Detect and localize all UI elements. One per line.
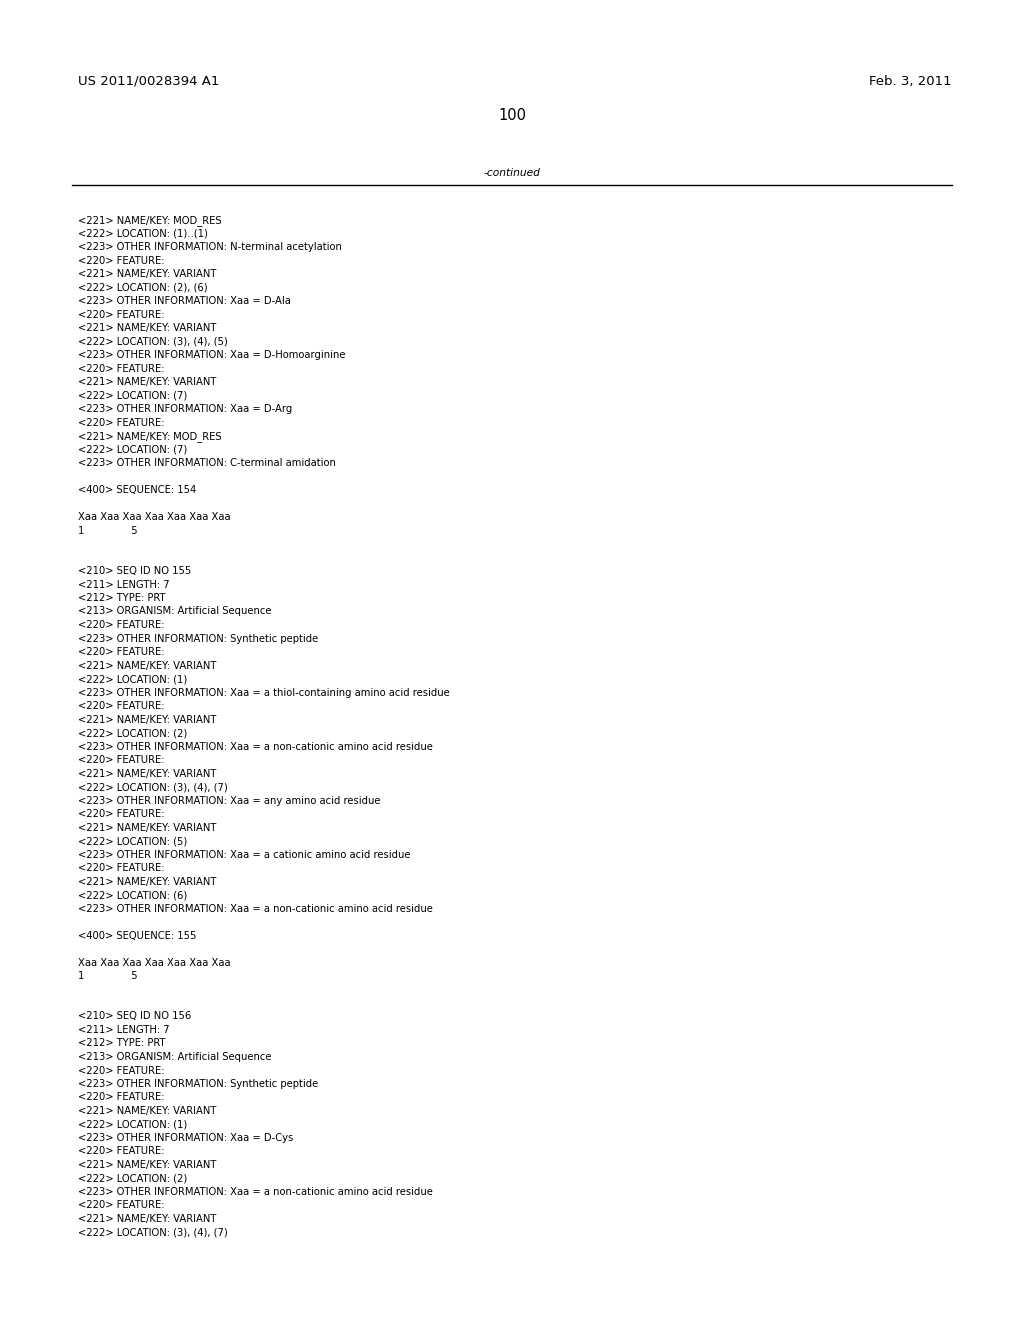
Text: <223> OTHER INFORMATION: Xaa = D-Arg: <223> OTHER INFORMATION: Xaa = D-Arg: [78, 404, 292, 414]
Text: <400> SEQUENCE: 155: <400> SEQUENCE: 155: [78, 931, 197, 940]
Text: <220> FEATURE:: <220> FEATURE:: [78, 809, 165, 818]
Text: <222> LOCATION: (7): <222> LOCATION: (7): [78, 445, 187, 454]
Text: <220> FEATURE:: <220> FEATURE:: [78, 620, 165, 630]
Text: <221> NAME/KEY: VARIANT: <221> NAME/KEY: VARIANT: [78, 714, 216, 725]
Text: <222> LOCATION: (5): <222> LOCATION: (5): [78, 836, 187, 846]
Text: <221> NAME/KEY: VARIANT: <221> NAME/KEY: VARIANT: [78, 1160, 216, 1170]
Text: <221> NAME/KEY: MOD_RES: <221> NAME/KEY: MOD_RES: [78, 215, 221, 226]
Text: <222> LOCATION: (1): <222> LOCATION: (1): [78, 675, 187, 684]
Text: <212> TYPE: PRT: <212> TYPE: PRT: [78, 1039, 166, 1048]
Text: <222> LOCATION: (6): <222> LOCATION: (6): [78, 890, 187, 900]
Text: <213> ORGANISM: Artificial Sequence: <213> ORGANISM: Artificial Sequence: [78, 606, 271, 616]
Text: <210> SEQ ID NO 155: <210> SEQ ID NO 155: [78, 566, 191, 576]
Text: <222> LOCATION: (3), (4), (5): <222> LOCATION: (3), (4), (5): [78, 337, 227, 346]
Text: <221> NAME/KEY: VARIANT: <221> NAME/KEY: VARIANT: [78, 768, 216, 779]
Text: <222> LOCATION: (2): <222> LOCATION: (2): [78, 1173, 187, 1184]
Text: <222> LOCATION: (7): <222> LOCATION: (7): [78, 391, 187, 400]
Text: <223> OTHER INFORMATION: Xaa = a non-cationic amino acid residue: <223> OTHER INFORMATION: Xaa = a non-cat…: [78, 742, 433, 751]
Text: <223> OTHER INFORMATION: N-terminal acetylation: <223> OTHER INFORMATION: N-terminal acet…: [78, 242, 342, 252]
Text: <221> NAME/KEY: MOD_RES: <221> NAME/KEY: MOD_RES: [78, 432, 221, 442]
Text: <223> OTHER INFORMATION: Xaa = a non-cationic amino acid residue: <223> OTHER INFORMATION: Xaa = a non-cat…: [78, 1187, 433, 1197]
Text: <222> LOCATION: (1)..(1): <222> LOCATION: (1)..(1): [78, 228, 208, 239]
Text: <220> FEATURE:: <220> FEATURE:: [78, 1093, 165, 1102]
Text: <212> TYPE: PRT: <212> TYPE: PRT: [78, 593, 166, 603]
Text: <223> OTHER INFORMATION: Xaa = a thiol-containing amino acid residue: <223> OTHER INFORMATION: Xaa = a thiol-c…: [78, 688, 450, 697]
Text: <223> OTHER INFORMATION: Synthetic peptide: <223> OTHER INFORMATION: Synthetic pepti…: [78, 634, 318, 644]
Text: 1               5: 1 5: [78, 972, 137, 981]
Text: <223> OTHER INFORMATION: Xaa = D-Cys: <223> OTHER INFORMATION: Xaa = D-Cys: [78, 1133, 293, 1143]
Text: 1               5: 1 5: [78, 525, 137, 536]
Text: Xaa Xaa Xaa Xaa Xaa Xaa Xaa: Xaa Xaa Xaa Xaa Xaa Xaa Xaa: [78, 512, 230, 521]
Text: <400> SEQUENCE: 154: <400> SEQUENCE: 154: [78, 484, 197, 495]
Text: <220> FEATURE:: <220> FEATURE:: [78, 363, 165, 374]
Text: <210> SEQ ID NO 156: <210> SEQ ID NO 156: [78, 1011, 191, 1022]
Text: <223> OTHER INFORMATION: Xaa = D-Ala: <223> OTHER INFORMATION: Xaa = D-Ala: [78, 296, 291, 306]
Text: <222> LOCATION: (3), (4), (7): <222> LOCATION: (3), (4), (7): [78, 781, 227, 792]
Text: <223> OTHER INFORMATION: Xaa = a non-cationic amino acid residue: <223> OTHER INFORMATION: Xaa = a non-cat…: [78, 903, 433, 913]
Text: <211> LENGTH: 7: <211> LENGTH: 7: [78, 1026, 170, 1035]
Text: <220> FEATURE:: <220> FEATURE:: [78, 1147, 165, 1156]
Text: <223> OTHER INFORMATION: C-terminal amidation: <223> OTHER INFORMATION: C-terminal amid…: [78, 458, 336, 469]
Text: <220> FEATURE:: <220> FEATURE:: [78, 863, 165, 873]
Text: -continued: -continued: [483, 168, 541, 178]
Text: <220> FEATURE:: <220> FEATURE:: [78, 755, 165, 766]
Text: <221> NAME/KEY: VARIANT: <221> NAME/KEY: VARIANT: [78, 323, 216, 333]
Text: <220> FEATURE:: <220> FEATURE:: [78, 1065, 165, 1076]
Text: <222> LOCATION: (1): <222> LOCATION: (1): [78, 1119, 187, 1130]
Text: <223> OTHER INFORMATION: Xaa = a cationic amino acid residue: <223> OTHER INFORMATION: Xaa = a cationi…: [78, 850, 411, 859]
Text: <223> OTHER INFORMATION: Xaa = any amino acid residue: <223> OTHER INFORMATION: Xaa = any amino…: [78, 796, 381, 805]
Text: Feb. 3, 2011: Feb. 3, 2011: [869, 75, 952, 88]
Text: <221> NAME/KEY: VARIANT: <221> NAME/KEY: VARIANT: [78, 269, 216, 279]
Text: <213> ORGANISM: Artificial Sequence: <213> ORGANISM: Artificial Sequence: [78, 1052, 271, 1063]
Text: <211> LENGTH: 7: <211> LENGTH: 7: [78, 579, 170, 590]
Text: <222> LOCATION: (2): <222> LOCATION: (2): [78, 729, 187, 738]
Text: <221> NAME/KEY: VARIANT: <221> NAME/KEY: VARIANT: [78, 1214, 216, 1224]
Text: <223> OTHER INFORMATION: Synthetic peptide: <223> OTHER INFORMATION: Synthetic pepti…: [78, 1078, 318, 1089]
Text: Xaa Xaa Xaa Xaa Xaa Xaa Xaa: Xaa Xaa Xaa Xaa Xaa Xaa Xaa: [78, 957, 230, 968]
Text: <220> FEATURE:: <220> FEATURE:: [78, 256, 165, 265]
Text: 100: 100: [498, 108, 526, 123]
Text: <221> NAME/KEY: VARIANT: <221> NAME/KEY: VARIANT: [78, 378, 216, 387]
Text: US 2011/0028394 A1: US 2011/0028394 A1: [78, 75, 219, 88]
Text: <221> NAME/KEY: VARIANT: <221> NAME/KEY: VARIANT: [78, 1106, 216, 1115]
Text: <222> LOCATION: (2), (6): <222> LOCATION: (2), (6): [78, 282, 208, 293]
Text: <221> NAME/KEY: VARIANT: <221> NAME/KEY: VARIANT: [78, 660, 216, 671]
Text: <220> FEATURE:: <220> FEATURE:: [78, 701, 165, 711]
Text: <220> FEATURE:: <220> FEATURE:: [78, 647, 165, 657]
Text: <220> FEATURE:: <220> FEATURE:: [78, 1200, 165, 1210]
Text: <221> NAME/KEY: VARIANT: <221> NAME/KEY: VARIANT: [78, 822, 216, 833]
Text: <223> OTHER INFORMATION: Xaa = D-Homoarginine: <223> OTHER INFORMATION: Xaa = D-Homoarg…: [78, 350, 345, 360]
Text: <222> LOCATION: (3), (4), (7): <222> LOCATION: (3), (4), (7): [78, 1228, 227, 1238]
Text: <221> NAME/KEY: VARIANT: <221> NAME/KEY: VARIANT: [78, 876, 216, 887]
Text: <220> FEATURE:: <220> FEATURE:: [78, 309, 165, 319]
Text: <220> FEATURE:: <220> FEATURE:: [78, 417, 165, 428]
